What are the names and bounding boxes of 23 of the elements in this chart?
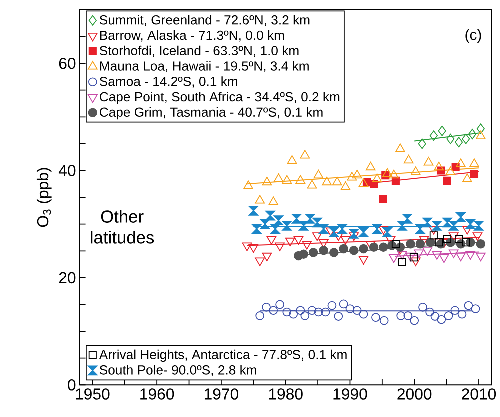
x-tick-label: 2000 xyxy=(398,388,432,400)
y-axis-title: O$_{3}$ (ppb) xyxy=(36,168,52,228)
legend-label: Arrival Heights, Antarctica - 77.8ºS, 0.1 km xyxy=(99,350,347,362)
x-tick-label: 2010 xyxy=(462,388,496,400)
legend-label: South Pole- 90.0ºS, 2.8 km xyxy=(100,365,256,376)
legend-label: Mauna Loa, Hawaii - 19.5ºN, 3.4 km xyxy=(100,61,309,72)
legend-label: Cape Point, South Africa - 34.4ºS, 0.2 km xyxy=(100,92,340,104)
legend-label: Samoa - 14.2ºS, 0.1 km xyxy=(100,76,238,88)
y-tick-label: 0 xyxy=(68,379,76,391)
legend-label: Storhofdi, Iceland - 63.3ºN, 1.0 km xyxy=(100,46,299,58)
x-tick-label: 1980 xyxy=(269,388,303,400)
y-tick-label: 20 xyxy=(59,272,76,284)
legend-label: Cape Grim, Tasmania - 40.7ºS, 0.1 km xyxy=(100,107,323,120)
x-tick-label: 1950 xyxy=(76,388,110,400)
y-tick-label: 40 xyxy=(58,165,76,176)
legend-label: Summit, Greenland - 72.6ºN, 3.2 km xyxy=(100,15,310,26)
y-tick-label: 60 xyxy=(59,58,76,70)
legend-label: Barrow, Alaska - 71.3ºN, 0.0 km xyxy=(100,30,284,42)
x-tick-label: 1990 xyxy=(334,388,368,400)
x-tick-label: 1970 xyxy=(204,388,239,400)
x-tick-label: 1960 xyxy=(140,388,174,400)
annotation: Other latitudes xyxy=(91,210,154,244)
annotation: (c) xyxy=(466,29,482,44)
